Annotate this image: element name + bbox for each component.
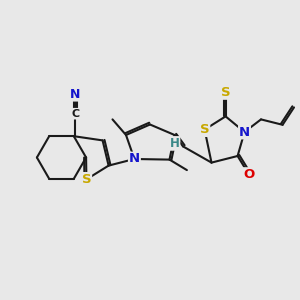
Text: N: N (239, 125, 250, 139)
Text: C: C (71, 109, 80, 119)
Text: N: N (70, 88, 80, 101)
Text: S: S (200, 123, 209, 136)
Text: S: S (82, 173, 91, 186)
Text: H: H (170, 137, 179, 150)
Text: S: S (221, 86, 230, 99)
Text: O: O (243, 168, 255, 181)
Text: N: N (129, 152, 140, 166)
